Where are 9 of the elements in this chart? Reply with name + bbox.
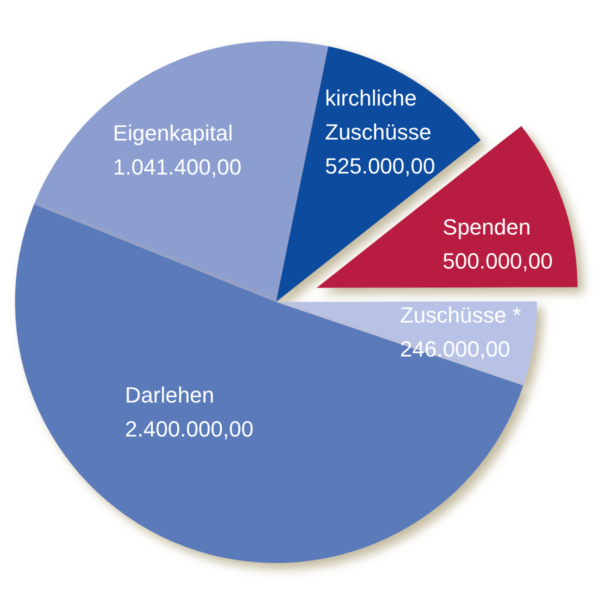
data-label: 525.000,00 — [325, 154, 436, 178]
data-label: 500.000,00 — [442, 248, 553, 274]
data-label: 1.041.400,00 — [113, 154, 242, 180]
slice-label: kirchliche Zuschüsse — [325, 86, 432, 144]
slice-label: Zuschüsse * — [400, 302, 522, 328]
data-label: 2.400.000,00 — [125, 416, 254, 442]
slice-label: Spenden — [442, 214, 531, 240]
slice-label: Eigenkapital — [113, 120, 233, 146]
slice-label: Darlehen — [125, 382, 214, 408]
